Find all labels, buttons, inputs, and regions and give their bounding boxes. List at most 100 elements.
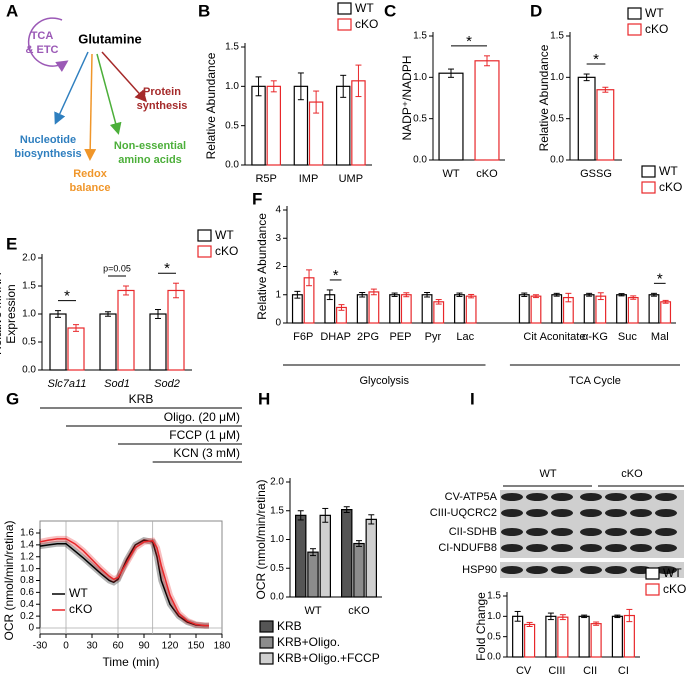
blot-bands xyxy=(501,493,677,574)
y-axis-label: Relative Abundance xyxy=(204,52,218,159)
y-axis-label: NADP⁺/NADPH xyxy=(400,55,414,140)
error-bar xyxy=(521,292,528,297)
x-tick-label: cKO xyxy=(476,168,498,180)
x-tick-label: Slc7a11 xyxy=(48,378,87,390)
error-bar xyxy=(618,293,625,297)
band xyxy=(605,509,627,517)
bar xyxy=(474,60,500,161)
legend-label: cKO xyxy=(69,602,92,616)
y-tick-label: 1.0 xyxy=(22,309,36,320)
error-bar xyxy=(593,621,600,626)
band xyxy=(605,493,627,501)
bar xyxy=(400,294,412,324)
y-axis-label: Expression xyxy=(4,284,18,343)
band xyxy=(655,528,677,536)
y-tick-label: 3 xyxy=(275,233,281,244)
x-tick-label: CIII xyxy=(548,665,565,677)
bar xyxy=(99,313,117,371)
panel-label: E xyxy=(6,234,17,253)
bar xyxy=(465,295,477,324)
error-bar xyxy=(602,86,609,93)
legend-label: WT xyxy=(69,586,88,600)
band xyxy=(526,566,548,574)
treatment-label: Oligo. (20 μM) xyxy=(164,410,240,424)
band xyxy=(630,509,652,517)
band xyxy=(605,544,627,552)
y-tick-label: 0.5 xyxy=(487,631,501,642)
error-bar xyxy=(294,290,301,299)
x-tick-label: Aconitate xyxy=(540,331,586,343)
x-tick-label: GSSG xyxy=(580,168,612,180)
error-bar xyxy=(368,514,375,525)
band xyxy=(526,493,548,501)
bar xyxy=(307,551,319,598)
bar xyxy=(319,514,331,598)
panel-label: H xyxy=(258,389,270,408)
bar xyxy=(660,301,672,324)
error-bar xyxy=(359,291,366,298)
band-label: CV-ATP5A xyxy=(445,491,498,503)
y-tick-label: 0.4 xyxy=(20,599,34,610)
band xyxy=(655,493,677,501)
y-tick-label: 1.2 xyxy=(20,551,34,562)
band xyxy=(501,566,523,574)
x-tick-label: PEP xyxy=(389,331,411,343)
arrow xyxy=(84,53,97,161)
error-bar xyxy=(105,311,111,317)
annotation: * xyxy=(333,267,339,284)
x-tick-label: Sod2 xyxy=(154,378,180,390)
x-tick-label: Suc xyxy=(618,331,637,343)
y-tick-label: 0.5 xyxy=(22,337,36,348)
x-tick-label: Mal xyxy=(651,331,669,343)
band xyxy=(580,509,602,517)
y-tick-label: 0.8 xyxy=(20,575,34,586)
legend-swatch xyxy=(197,229,212,242)
output-label: biosynthesis xyxy=(14,148,81,160)
error-bar xyxy=(468,293,475,299)
panel-label: G xyxy=(6,389,19,408)
y-tick-label: 1.5 xyxy=(487,591,501,602)
treatment-label: KCN (3 mM) xyxy=(173,446,240,460)
bar xyxy=(295,514,307,598)
y-tick-label: 1.5 xyxy=(22,281,36,292)
bar xyxy=(545,615,557,658)
legend-label: cKO xyxy=(645,22,668,36)
band-label: CII-SDHB xyxy=(449,526,497,538)
y-tick-label: 1 xyxy=(275,289,281,300)
bar xyxy=(524,623,536,658)
y-tick-label: 0.0 xyxy=(22,365,36,376)
annotation: * xyxy=(657,270,663,287)
bar xyxy=(518,294,530,324)
bar xyxy=(167,289,185,371)
error-bar xyxy=(650,292,657,297)
data-line-band xyxy=(39,535,209,629)
error-bar xyxy=(306,269,313,287)
y-axis-label: Relative mRNA xyxy=(0,273,4,355)
bar xyxy=(551,294,563,324)
band xyxy=(580,493,602,501)
band xyxy=(630,544,652,552)
bar xyxy=(353,542,365,598)
legend-swatch xyxy=(259,652,274,665)
x-tick-label: Cit xyxy=(523,331,536,343)
treatment-label: KRB xyxy=(129,392,154,406)
panel-label: A xyxy=(6,1,18,20)
bar xyxy=(512,615,524,658)
error-bar xyxy=(424,291,431,298)
x-tick-label: UMP xyxy=(339,173,363,185)
bar xyxy=(368,291,380,324)
bar xyxy=(433,301,445,324)
y-tick-label: 1.5 xyxy=(413,31,427,42)
y-tick-label: 0.5 xyxy=(270,563,284,574)
error-bar xyxy=(484,55,490,67)
bar xyxy=(583,294,595,324)
error-bar xyxy=(662,299,669,304)
cycle-arrow xyxy=(27,17,69,72)
data-line xyxy=(39,539,209,627)
band xyxy=(655,544,677,552)
output-label: Protein xyxy=(143,86,181,98)
panel-label: C xyxy=(384,1,396,20)
error-bar xyxy=(553,292,560,297)
error-bar xyxy=(310,548,316,557)
